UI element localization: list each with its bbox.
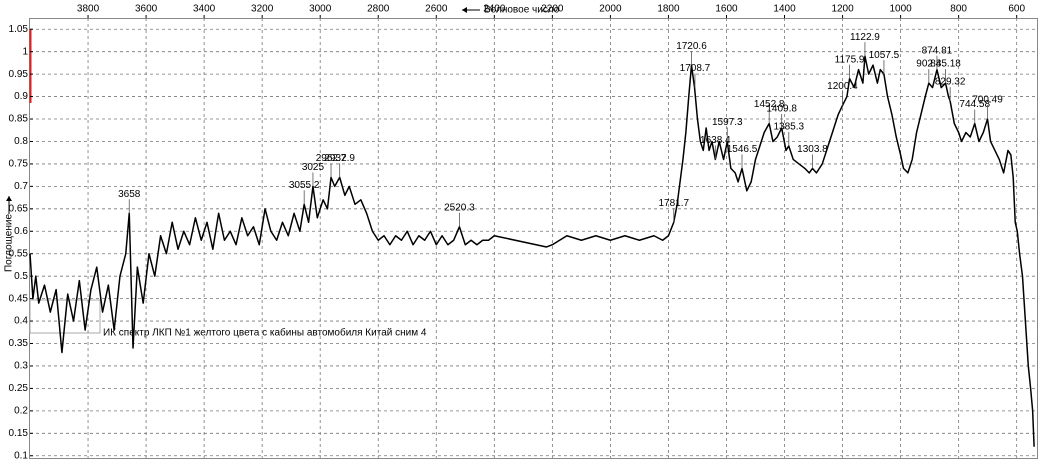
y-tick-label: 1.05: [9, 24, 29, 35]
y-tick-label: 0.55: [9, 248, 29, 259]
peak-label: 2962.7: [316, 153, 347, 164]
peak-label: 874.81: [922, 45, 953, 56]
peak-label: 1452.8: [754, 99, 785, 110]
annotation: ИК спектр ЛКП №1 желтого цвета с кабины …: [103, 327, 427, 339]
peak-label: 1122.9: [850, 32, 880, 43]
spectrum-line: [29, 55, 1035, 447]
x-tick-label: 800: [950, 4, 967, 15]
peak-label: 1409.8: [766, 104, 797, 115]
peak-label: 1597.3: [712, 117, 743, 128]
x-tick-label: 3800: [77, 4, 100, 15]
x-tick-label: 2800: [367, 4, 390, 15]
x-tick-label: 3200: [251, 4, 274, 15]
peak-label: 902.8: [916, 59, 941, 70]
x-tick-label: 3000: [309, 4, 332, 15]
y-tick-label: 0.1: [14, 450, 28, 461]
y-tick-label: 0.6: [14, 226, 28, 237]
peak-label: 1781.7: [658, 198, 689, 209]
y-tick-label: 0.75: [9, 159, 29, 170]
y-tick-label: 0.45: [9, 293, 29, 304]
x-tick-label: 2000: [599, 4, 622, 15]
y-tick-label: 1: [22, 46, 28, 57]
y-tick-label: 0.25: [9, 383, 29, 394]
peak-label: 2520.3: [444, 202, 475, 213]
x-axis-label: Волновое число: [484, 5, 560, 16]
peak-label: 1303.8: [797, 144, 828, 155]
x-tick-label: 2400: [483, 4, 506, 15]
y-tick-label: 0.65: [9, 203, 29, 214]
x-arrow-head: [462, 7, 467, 13]
annotation-box: [29, 299, 101, 334]
y-tick-label: 0.95: [9, 69, 29, 80]
y-tick-label: 0.35: [9, 338, 29, 349]
x-tick-label: 1800: [657, 4, 680, 15]
y-axis-label: Поглощение: [4, 214, 15, 272]
y-tick-label: 0.8: [14, 136, 28, 147]
peak-label: 1175.9: [835, 54, 865, 65]
x-tick-label: 3400: [193, 4, 216, 15]
peak-label: 829.32: [935, 77, 966, 88]
y-tick-label: 0.5: [14, 271, 28, 282]
peak-label: 845.18: [930, 59, 961, 70]
x-tick-label: 1600: [715, 4, 738, 15]
x-tick-label: 1400: [773, 4, 796, 15]
x-tick-label: 2200: [541, 4, 564, 15]
peak-label: 2932.9: [324, 153, 355, 164]
y-arrow-head: [6, 196, 12, 201]
y-tick-label: 0.4: [14, 316, 28, 327]
y-tick-label: 0.3: [14, 361, 28, 372]
peak-label: 3658: [118, 189, 141, 200]
x-tick-label: 2600: [425, 4, 448, 15]
peak-label: 1546.5: [727, 144, 758, 155]
y-tick-label: 0.2: [14, 405, 28, 416]
peak-label: 3025: [302, 162, 325, 173]
x-tick-label: 1000: [889, 4, 912, 15]
y-tick-label: 0.15: [9, 428, 29, 439]
peak-label: 3055.2: [289, 180, 320, 191]
peak-label: 744.58: [959, 99, 990, 110]
peak-label: 700.49: [972, 95, 1003, 106]
y-axis-label-group: Поглощение: [4, 196, 15, 272]
y-tick-label: 0.7: [14, 181, 28, 192]
peak-label: 1708.7: [680, 63, 711, 74]
x-tick-label: 1200: [831, 4, 854, 15]
plot-frame: [29, 18, 1038, 459]
x-tick-label: 3600: [135, 4, 158, 15]
x-tick-label: 600: [1008, 4, 1025, 15]
peak-label: 1638.4: [700, 135, 731, 146]
peak-label: 1385.3: [773, 122, 804, 133]
peak-label: 1720.6: [676, 41, 707, 52]
peak-label: 1200.4: [827, 81, 858, 92]
y-tick-label: 0.9: [14, 91, 28, 102]
y-tick-label: 0.85: [9, 114, 29, 125]
peak-label: 1057.5: [869, 50, 900, 61]
